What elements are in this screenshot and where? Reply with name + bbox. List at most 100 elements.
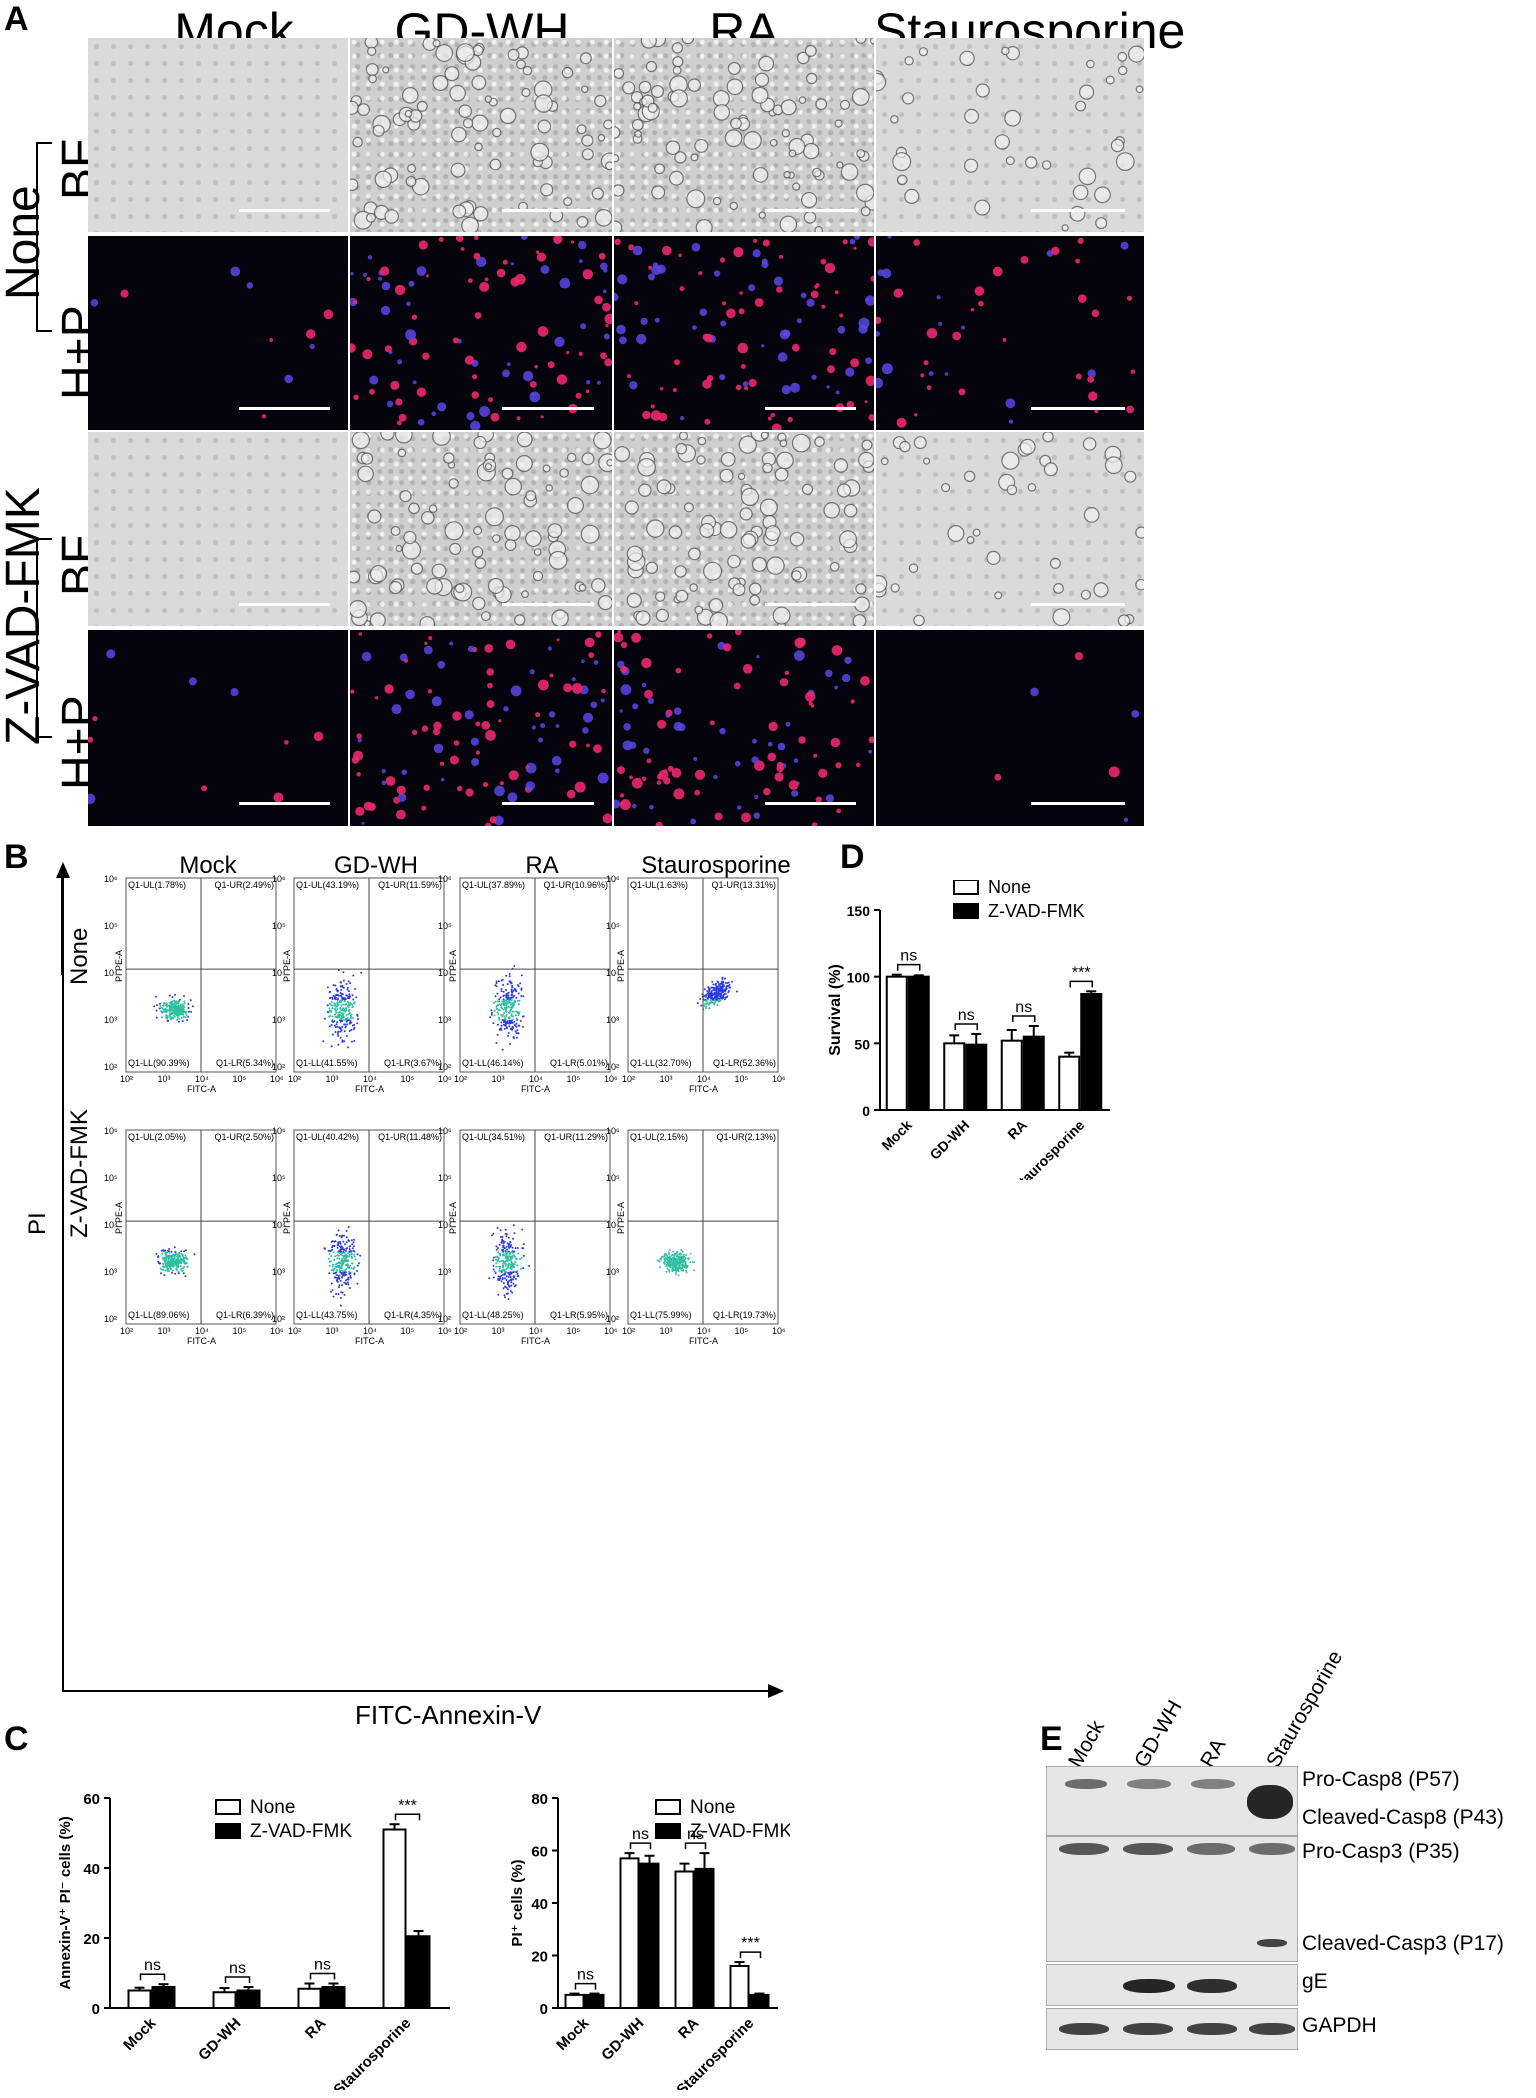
legend-label-none: None [988,880,1031,897]
quadrant-ur: Q1-UR(11.48%) [378,1132,442,1142]
panel-d-label: D [840,838,865,876]
micrograph-r3-c2 [350,432,612,626]
scale-bar [501,602,594,606]
flow-x-tick: 10⁴ [529,1074,543,1084]
flow-row-label-zvad: Z-VAD-FMK [66,1109,93,1238]
flow-y-tick: 10⁶ [438,874,452,884]
micrograph-r4-c4 [876,630,1144,826]
x-category-label: Staurosporine [330,2015,414,2090]
bar-none-staurosporine [382,1828,407,2009]
band-pro-casp8: Pro-Casp8 (P57) [1302,1768,1460,1791]
legend-label-none: None [250,1797,295,1818]
quadrant-lr: Q1-LR(5.34%) [215,1058,274,1068]
significance-bracket [1012,1015,1036,1022]
legend-swatch-none [655,1799,681,1815]
quadrant-ul: Q1-UL(2.05%) [128,1132,187,1142]
flow-col-mock: Mock [179,852,237,879]
significance-bracket [897,963,921,971]
legend-swatch-none [953,880,979,895]
flow-y-tick: 10² [272,1062,286,1072]
significance-bracket [394,1813,421,1821]
y-tick-label: 150 [847,903,871,919]
bar-none-staurosporine [1058,1055,1081,1112]
quadrant-ll: Q1-LL(32.70%) [630,1058,692,1068]
lane-gdwh: GD-WH [1130,1696,1187,1772]
flow-y-tick: 10² [272,1314,286,1324]
flow-y-tick: 10⁴ [104,968,118,978]
significance-label: ns [900,948,917,965]
scale-bar [764,406,856,410]
panel-e-label: E [1040,1720,1063,1758]
flow-y-tick: 10³ [438,1267,452,1277]
flow-x-tick: 10⁵ [232,1326,247,1336]
y-axis-label: PI⁺ cells (%) [509,1859,526,1946]
significance-bracket [574,1982,597,1990]
flow-y-tick: 10⁶ [438,1126,452,1136]
band-gapdh: GAPDH [1302,2014,1377,2037]
micrograph-r3-c1 [88,432,348,626]
flow-x-tick: 10⁵ [566,1326,581,1336]
quadrant-ul: Q1-UL(43.19%) [296,880,360,890]
flow-x-tick: 10² [288,1326,302,1336]
y-tick-label: 100 [847,970,871,986]
flow-x-tick: 10³ [325,1326,339,1336]
significance-label: ns [632,1826,649,1843]
flow-plot-r2-c4 [620,1124,790,1389]
flow-plot-ylabel: PI PE-A [616,949,626,982]
flow-x-tick: 10⁶ [270,1326,284,1336]
flow-y-tick: 10⁵ [272,1173,286,1183]
y-tick-label: 40 [531,1896,548,1913]
significance-bracket [684,1842,707,1850]
bar-none-mock [564,1993,585,2009]
panel-a-label: A [4,0,29,38]
bar-zvad-mock [907,975,930,1111]
scale-bar [1031,802,1126,806]
scale-bar [764,602,856,606]
legend-label-none: None [690,1797,735,1818]
flow-x-tick: 10² [454,1074,468,1084]
significance-label: ns [144,1957,161,1974]
flow-x-tick: 10⁵ [734,1326,749,1336]
scale-bar [238,208,330,212]
chart-pi: 0 20 40 60 80 PI⁺ cells (%) ns Mock ns GD-WH ns RA *… [509,1791,790,2090]
flow-x-arrow [62,1684,784,1698]
legend-swatch-zvad [655,1823,681,1839]
scale-bar [764,802,856,806]
significance-label: *** [398,1797,417,1814]
legend-swatch-zvad [953,903,979,919]
flow-y-tick: 10² [104,1314,118,1324]
scale-bar [1031,406,1126,410]
flow-plot-xlabel: FITC-A [355,1084,384,1094]
flow-x-tick: 10² [622,1326,636,1336]
blot-casp8 [1046,1766,1298,1836]
flow-plot-ylabel: PI PE-A [282,949,292,982]
quadrant-ur: Q1-UR(2.49%) [214,880,274,890]
significance-label: ns [229,1960,246,1977]
flow-x-tick: 10⁵ [232,1074,247,1084]
flow-plot-xlabel: FITC-A [521,1084,550,1094]
quadrant-ll: Q1-LL(48.25%) [462,1310,524,1320]
flow-plot-xlabel: FITC-A [355,1336,384,1346]
quadrant-ur: Q1-UR(13.31%) [711,880,776,890]
legend-swatch-none [215,1799,241,1815]
flow-plot-r1-c1 [118,872,288,1137]
bar-none-ra [297,1987,322,2009]
micrograph-r1-c1 [88,38,348,232]
flow-x-tick: 10² [454,1326,468,1336]
significance-bracket [629,1842,652,1850]
flow-col-ra: RA [525,852,559,879]
significance-bracket [309,1972,336,1980]
flow-plot-ylabel: PI PE-A [114,949,124,982]
x-category-label: RA [302,2015,329,2042]
bar-zvad-mock [151,1986,176,2009]
significance-label: ns [1015,999,1032,1016]
quadrant-ll: Q1-LL(41.55%) [296,1058,358,1068]
flow-y-tick: 10² [606,1314,620,1324]
scale-bar [501,208,594,212]
y-tick-label: 20 [83,1931,100,1948]
bar-zvad-gd-wh [639,1862,660,2009]
quadrant-ul: Q1-UL(40.42%) [296,1132,360,1142]
legend-label-zvad: Z-VAD-FMK [250,1821,352,1842]
bar-none-ra [674,1870,695,2009]
micrograph-r2-c2 [350,236,612,430]
